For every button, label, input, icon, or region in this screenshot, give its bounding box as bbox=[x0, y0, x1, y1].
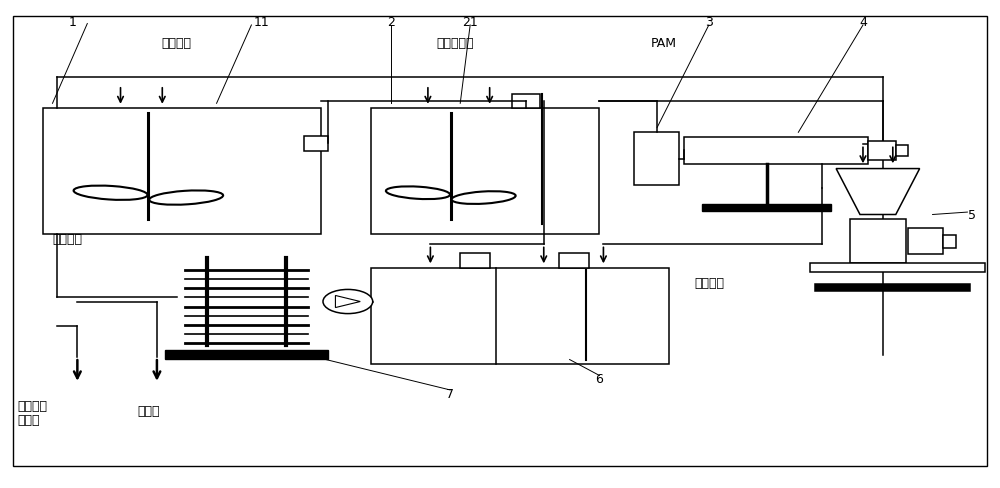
Text: 1: 1 bbox=[68, 16, 76, 29]
Text: 5: 5 bbox=[968, 208, 976, 222]
Bar bbox=[371, 268, 669, 365]
Bar bbox=[43, 109, 321, 234]
Text: PAM: PAM bbox=[651, 37, 677, 50]
Bar bbox=[371, 109, 599, 234]
Polygon shape bbox=[836, 169, 920, 215]
Bar bbox=[512, 95, 540, 109]
Text: 有机物: 有机物 bbox=[18, 414, 40, 427]
Text: 7: 7 bbox=[446, 387, 454, 400]
Bar bbox=[815, 284, 970, 291]
Bar bbox=[684, 138, 868, 164]
Text: 废弃泥浆: 废弃泥浆 bbox=[162, 37, 192, 50]
Text: 3: 3 bbox=[705, 16, 713, 29]
Bar bbox=[165, 350, 328, 359]
Text: 补充破胶剂: 补充破胶剂 bbox=[436, 37, 474, 50]
Ellipse shape bbox=[149, 191, 223, 205]
Ellipse shape bbox=[74, 186, 148, 201]
Ellipse shape bbox=[452, 192, 516, 204]
Text: 6: 6 bbox=[596, 373, 603, 386]
Ellipse shape bbox=[386, 187, 450, 200]
Bar bbox=[559, 254, 589, 268]
Text: 11: 11 bbox=[253, 16, 269, 29]
Text: 循环药剂: 循环药剂 bbox=[53, 233, 82, 245]
Bar bbox=[634, 133, 679, 186]
Bar bbox=[304, 137, 328, 151]
Text: 21: 21 bbox=[462, 16, 478, 29]
Bar bbox=[868, 142, 896, 161]
Text: 浓缩氧化: 浓缩氧化 bbox=[18, 399, 48, 412]
Bar bbox=[460, 254, 490, 268]
Text: 净化水: 净化水 bbox=[137, 404, 160, 417]
Bar bbox=[810, 264, 985, 272]
Bar bbox=[943, 235, 956, 248]
Text: 制砖配料: 制砖配料 bbox=[694, 276, 724, 289]
Text: 4: 4 bbox=[859, 16, 867, 29]
Bar bbox=[908, 228, 943, 255]
Bar bbox=[850, 220, 906, 264]
Polygon shape bbox=[335, 296, 360, 308]
Bar bbox=[896, 146, 908, 157]
Bar bbox=[702, 204, 831, 212]
Text: 2: 2 bbox=[387, 16, 395, 29]
Circle shape bbox=[323, 290, 373, 314]
